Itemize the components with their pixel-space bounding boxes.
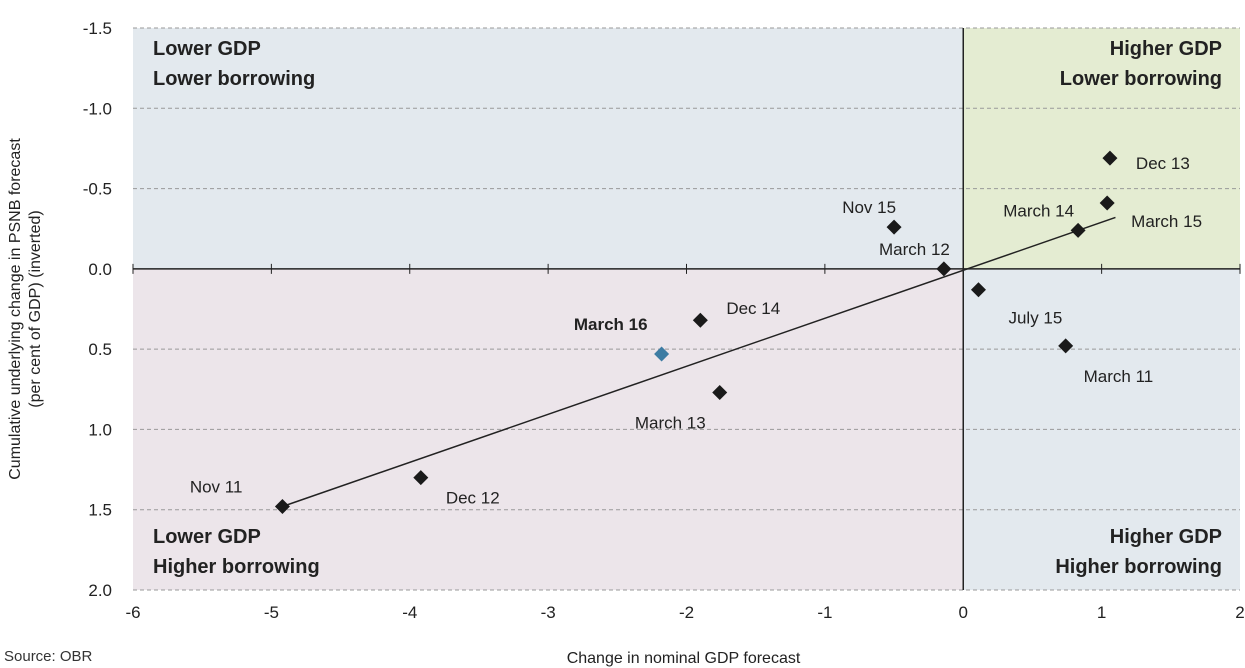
data-point-marker (712, 384, 728, 400)
data-point-label: March 11 (1084, 367, 1154, 386)
quadrant-label-lower-left: Higher borrowing (153, 556, 320, 578)
x-tick-label: -3 (541, 603, 556, 622)
data-point-label: Dec 13 (1136, 154, 1190, 173)
tick-labels: -6 -5 -4 -3 -2 -1 0 1 2 -1.5 -1.0 -0.5 0.0 0.5 1.0 1.5 2… (83, 19, 1245, 622)
x-tick-label: -4 (402, 603, 417, 622)
x-tick-label: 1 (1097, 603, 1106, 622)
source-note: Source: OBR (4, 648, 93, 665)
data-point-marker (970, 282, 986, 298)
data-point-marker (886, 219, 902, 235)
x-tick-label: -1 (817, 603, 832, 622)
axes (132, 28, 1241, 590)
y-tick-label: 0.0 (88, 260, 112, 279)
quadrant-label-lower-right: Higher borrowing (1055, 556, 1222, 578)
data-point-label: Nov 11 (190, 478, 243, 497)
quadrant-label-upper-right: Lower borrowing (1060, 68, 1222, 90)
data-points: Nov 11 Dec 12 March 16 Dec 14 March 13 Nov 15… (190, 150, 1202, 515)
quadrant-upper-right (963, 28, 1240, 269)
data-point-label: March 16 (574, 315, 648, 334)
data-point-label: March 13 (635, 413, 706, 432)
quadrant-backgrounds (133, 28, 1240, 590)
y-axis-title: (per cent of GDP) (inverted) (27, 210, 44, 407)
data-point-label: March 12 (879, 240, 950, 259)
data-point-marker (654, 346, 670, 362)
trendline (282, 216, 1116, 508)
data-point-marker (1058, 338, 1074, 354)
data-point-marker (274, 499, 290, 515)
y-tick-label: -1.0 (83, 99, 112, 118)
data-point-label: July 15 (1008, 309, 1062, 328)
data-point-marker (1070, 222, 1086, 238)
quadrant-label-upper-left: Lower GDP (153, 38, 261, 60)
data-point-marker (936, 261, 952, 277)
quadrant-label-lower-left: Lower GDP (153, 526, 261, 548)
quadrant-label-upper-right: Higher GDP (1110, 38, 1222, 60)
data-point-marker (413, 470, 429, 486)
y-tick-label: -1.5 (83, 19, 112, 38)
x-tick-label: -2 (679, 603, 694, 622)
quadrant-labels: Lower GDP Lower borrowing Higher GDP Lower … (153, 38, 1222, 578)
data-point-marker (1099, 195, 1115, 211)
data-point-label: Dec 12 (446, 489, 500, 508)
data-point-label: Dec 14 (726, 299, 780, 318)
quadrant-label-upper-left: Lower borrowing (153, 68, 315, 90)
quadrant-upper-left (133, 28, 964, 269)
y-tick-label: 2.0 (88, 581, 112, 600)
axis-titles: Change in nominal GDP forecast Cumulative… (7, 138, 801, 667)
y-tick-label: 1.5 (88, 501, 112, 520)
x-tick-label: -5 (264, 603, 279, 622)
y-tick-label: -0.5 (83, 180, 112, 199)
x-tick-label: -6 (125, 603, 140, 622)
y-tick-label: 0.5 (88, 340, 112, 359)
x-axis-title: Change in nominal GDP forecast (567, 650, 801, 667)
y-axis-title: Cumulative underlying change in PSNB for… (7, 138, 24, 480)
quadrant-label-lower-right: Higher GDP (1110, 526, 1222, 548)
x-tick-label: 2 (1235, 603, 1244, 622)
data-point-label: March 14 (1003, 201, 1074, 220)
data-point-marker (692, 312, 708, 328)
gridlines (133, 27, 1240, 591)
y-tick-label: 1.0 (88, 420, 112, 439)
data-point-label: March 15 (1131, 212, 1202, 231)
trendline-group (282, 216, 1116, 508)
data-point-label: Nov 15 (842, 198, 896, 217)
x-tick-label: 0 (959, 603, 968, 622)
data-point-marker (1102, 150, 1118, 166)
